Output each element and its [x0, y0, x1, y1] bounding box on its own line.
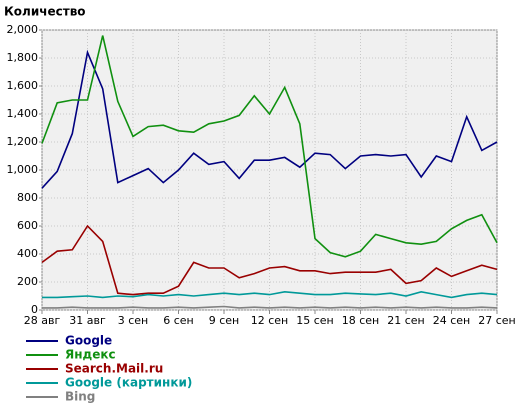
y-tick-label: 800 [17, 191, 38, 204]
y-tick-label: 1,800 [7, 51, 39, 64]
y-tick-label: 1,000 [7, 163, 39, 176]
legend-label: Google [65, 334, 112, 348]
y-tick-label: 1,400 [7, 107, 39, 120]
y-tick-label: 600 [17, 219, 38, 232]
x-tick-label: 31 авг [69, 314, 106, 327]
x-tick-label: 21 сен [387, 314, 425, 327]
legend-label: Search.Mail.ru [65, 362, 163, 376]
x-tick-label: 12 сен [251, 314, 289, 327]
y-tick-label: 400 [17, 247, 38, 260]
y-tick-label: 1,600 [7, 79, 39, 92]
data-line [41, 224, 498, 296]
data-line [41, 49, 498, 189]
x-tick-label: 6 сен [163, 314, 194, 327]
y-tick-label: 2,000 [7, 23, 39, 36]
data-line [41, 35, 498, 258]
data-line [42, 305, 498, 309]
x-tick-label: 27 сен [478, 314, 516, 327]
x-tick-label: 24 сен [433, 314, 471, 327]
legend-label: Яндекс [65, 348, 116, 362]
x-tick-label: 9 сен [209, 314, 240, 327]
x-tick-label: 28 авг [24, 314, 61, 327]
y-tick-label: 200 [17, 275, 38, 288]
x-tick-label: 15 сен [296, 314, 334, 327]
legend-label: Google (картинки) [65, 376, 192, 390]
legend-label: Bing [65, 390, 95, 404]
y-tick-label: 1,200 [7, 135, 39, 148]
x-tick-label: 3 сен [118, 314, 149, 327]
y-tick-label: 0 [31, 303, 38, 316]
data-line [42, 290, 498, 299]
x-tick-label: 18 сен [342, 314, 380, 327]
chart-title: Количество [4, 5, 86, 19]
